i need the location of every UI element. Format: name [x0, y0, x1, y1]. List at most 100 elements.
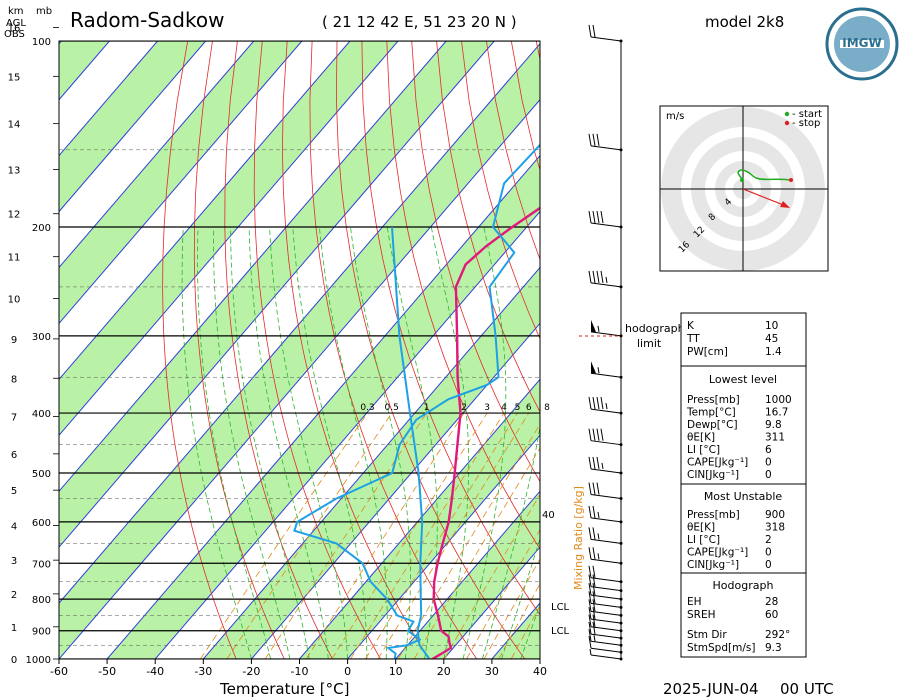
wind-barb: [588, 574, 623, 593]
temperature-tick-label: -40: [146, 665, 164, 678]
hodo-label: SREH: [687, 609, 716, 621]
isotherm-line: [59, 41, 255, 269]
wind-barb: [588, 636, 623, 654]
mixing-ratio-tick-label: 3: [484, 403, 490, 413]
wind-barb: [588, 614, 623, 633]
imgw-logo: IMGW: [825, 7, 899, 81]
isotherm-band: [59, 43, 540, 659]
wind-barb: [588, 396, 623, 415]
most-unstable-title: Most Unstable: [704, 490, 783, 503]
lowest-value: 1000: [765, 394, 792, 406]
temperature-tick-label: 30: [485, 665, 499, 678]
isotherm-line: [106, 154, 540, 659]
km-tick-label: 6: [11, 450, 17, 461]
forecast-time: 00 UTC: [780, 680, 834, 698]
isotherm-line: [347, 434, 540, 659]
hodo-label: EH: [687, 596, 702, 608]
isotherm-line: [59, 41, 62, 45]
wind-barb: [588, 482, 623, 501]
mixing-ratio-tick-label: 6: [526, 403, 532, 413]
wind-barb: [588, 428, 623, 447]
station-title: Radom-Sadkow: [70, 8, 224, 32]
axis-mb-label: mb: [36, 6, 52, 17]
isotherm-line: [299, 378, 540, 659]
pressure-tick-label: 300: [32, 332, 51, 343]
wind-barb: [588, 505, 623, 524]
lowest-label: Dewp[°C]: [687, 419, 738, 431]
dewpoint-profile: [293, 143, 540, 659]
hodo-value: 28: [765, 596, 778, 608]
pressure-tick-label: 1000: [26, 655, 51, 666]
wind-barb: [588, 621, 623, 640]
lowest-label: CIN[Jkg⁻¹]: [687, 469, 739, 481]
hodo-value: 292°: [765, 629, 790, 641]
lcl-label-lower: LCL: [551, 626, 570, 637]
mu-label: CIN[Jkg⁻¹]: [687, 559, 739, 571]
x-axis-title: Temperature [°C]: [219, 680, 349, 698]
station-coords: ( 21 12 42 E, 51 23 20 N ): [322, 13, 517, 31]
wind-barb: [588, 629, 623, 647]
mixing-ratio-tick-label: 8: [544, 403, 550, 413]
hodograph-ring-4: 4: [723, 197, 734, 208]
isotherm-line: [59, 41, 399, 437]
dry-adiabat: [860, 41, 910, 659]
theta-e-label: 40: [542, 510, 555, 521]
index-value: 1.4: [765, 346, 782, 358]
hodo-label: StmSpd[m/s]: [687, 642, 755, 654]
moist-adiabat: [520, 603, 540, 659]
km-tick-label: 10: [8, 294, 21, 305]
mixing-ratio-tick-label: 0.3: [360, 403, 374, 413]
lowest-value: 311: [765, 432, 785, 444]
parcel-profile: [391, 226, 431, 659]
temperature-tick-label: 40: [533, 665, 547, 678]
wind-barb: [588, 456, 623, 475]
mixing-ratio-tick-label: 4: [501, 403, 507, 413]
hodograph-trace: [737, 169, 791, 181]
hodograph-units: m/s: [666, 111, 684, 122]
hodograph-limit-label-1: hodograph: [625, 322, 685, 335]
isotherm-line: [59, 41, 303, 325]
hodograph-legend-start: - start: [792, 109, 822, 120]
km-tick-label: 4: [11, 522, 17, 533]
lowest-label: Press[mb]: [687, 394, 740, 406]
km-tick-label: 5: [11, 486, 17, 497]
pressure-tick-label: 100: [32, 37, 51, 48]
temperature-tick-label: -50: [98, 665, 116, 678]
wind-barb: [588, 583, 623, 601]
moist-adiabat: [181, 226, 252, 659]
km-tick-label: 2: [11, 590, 17, 601]
km-tick-label: 1: [11, 623, 17, 634]
hodograph-title: Hodograph: [713, 579, 774, 592]
km-tick-label: 13: [8, 165, 21, 176]
isotherm-line: [59, 41, 351, 381]
pressure-tick-label: 500: [32, 469, 51, 480]
mu-value: 0: [765, 547, 772, 559]
dry-adiabat: [885, 41, 910, 659]
km-tick-label: 14: [8, 120, 21, 131]
wind-barb: [588, 607, 623, 625]
km-tick-label: 8: [11, 374, 17, 385]
lowest-label: Temp[°C]: [686, 407, 736, 419]
pressure-tick-label: 800: [32, 595, 51, 606]
lowest-value: 16.7: [765, 407, 788, 419]
mu-label: θE[K]: [687, 522, 715, 534]
wind-barb: [588, 565, 623, 584]
km-tick-label: 11: [8, 253, 21, 264]
dry-adiabat: [461, 41, 540, 340]
lowest-label: LI [°C]: [687, 444, 720, 456]
dry-adiabat: [835, 41, 910, 659]
moist-adiabat: [539, 657, 540, 659]
forecast-date: 2025-JUN-04: [663, 680, 759, 698]
isotherm-line: [443, 546, 540, 659]
mu-value: 318: [765, 522, 785, 534]
temperature-tick-label: 0: [344, 665, 351, 678]
lowest-label: CAPE[Jkg⁻¹]: [687, 457, 748, 469]
wind-barb: [590, 319, 623, 338]
temperature-tick-label: 20: [437, 665, 451, 678]
wind-barb: [589, 648, 623, 661]
temperature-tick-label: -10: [291, 665, 309, 678]
lowest-value: 0: [765, 469, 772, 481]
model-name: model 2k8: [705, 13, 784, 31]
index-value: 10: [765, 320, 778, 332]
km-tick-label: 9: [11, 335, 17, 346]
